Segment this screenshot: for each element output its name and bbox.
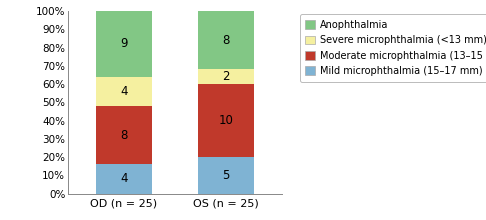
- Text: 9: 9: [121, 37, 128, 50]
- Bar: [96, 106, 152, 164]
- Legend: Anophthalmia, Severe microphthalmia (<13 mm), Moderate microphthalmia (13–15 mm): Anophthalmia, Severe microphthalmia (<13…: [299, 14, 486, 82]
- Text: 4: 4: [121, 172, 128, 185]
- Text: 5: 5: [222, 169, 229, 182]
- Bar: [198, 11, 254, 70]
- Bar: [96, 11, 152, 77]
- Bar: [96, 164, 152, 194]
- Bar: [96, 77, 152, 106]
- Bar: [198, 157, 254, 194]
- Text: 10: 10: [218, 114, 233, 127]
- Text: 2: 2: [222, 70, 229, 83]
- Text: 8: 8: [121, 129, 128, 142]
- Text: 4: 4: [121, 85, 128, 98]
- Text: 8: 8: [222, 34, 229, 47]
- Bar: [198, 84, 254, 157]
- Bar: [198, 70, 254, 84]
